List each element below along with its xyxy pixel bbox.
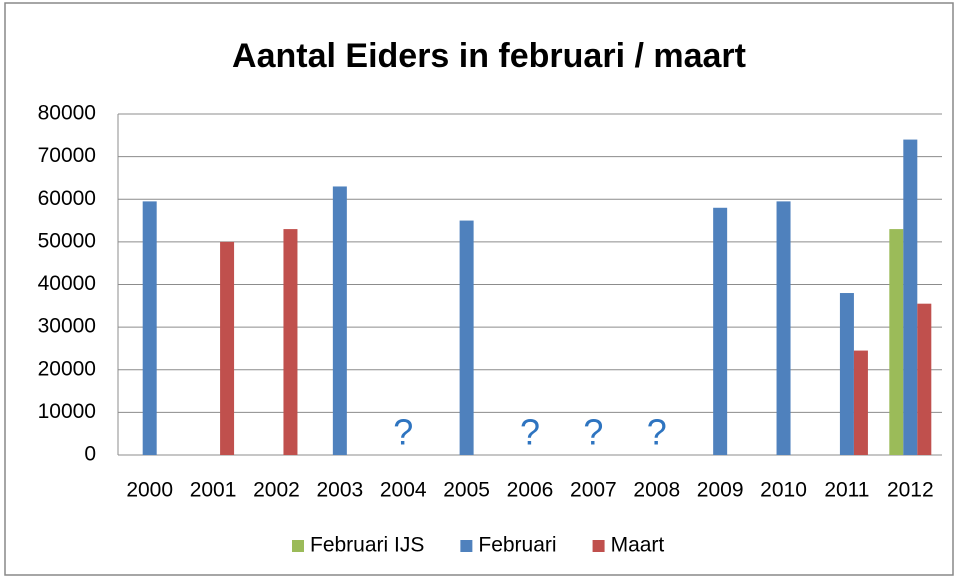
x-tick-label: 2007 xyxy=(570,479,617,502)
x-tick-label: 2011 xyxy=(824,479,869,502)
bar xyxy=(332,186,347,455)
bar xyxy=(903,139,918,455)
annotation: ? xyxy=(583,412,603,453)
y-tick-label: 50000 xyxy=(38,229,96,252)
legend-label: Maart xyxy=(611,534,665,557)
chart-title: Aantal Eiders in februari / maart xyxy=(232,37,746,75)
y-tick-label: 80000 xyxy=(38,102,96,125)
bar xyxy=(713,207,728,455)
x-tick-label: 2003 xyxy=(316,479,363,502)
annotation: ? xyxy=(393,412,413,453)
x-tick-label: 2000 xyxy=(126,479,173,502)
chart-frame xyxy=(4,2,954,576)
bar xyxy=(220,241,235,455)
bar xyxy=(917,303,932,455)
x-tick-label: 2006 xyxy=(507,479,554,502)
annotation: ? xyxy=(520,412,540,453)
legend-label: Februari xyxy=(478,534,556,557)
y-tick-label: 60000 xyxy=(38,187,96,210)
bar xyxy=(853,350,868,455)
bar xyxy=(889,229,904,455)
legend-swatch xyxy=(592,540,605,552)
y-tick-label: 0 xyxy=(84,443,96,466)
bar xyxy=(142,201,157,455)
annotation: ? xyxy=(647,412,667,453)
x-tick-label: 2001 xyxy=(190,479,237,502)
y-tick-label: 40000 xyxy=(38,272,96,295)
y-tick-label: 70000 xyxy=(38,144,96,167)
x-tick-label: 2004 xyxy=(380,479,427,502)
bar xyxy=(776,201,791,455)
legend-swatch xyxy=(460,540,473,552)
x-tick-label: 2009 xyxy=(697,479,744,502)
x-tick-label: 2012 xyxy=(887,479,934,502)
bar xyxy=(459,220,474,455)
y-tick-label: 10000 xyxy=(38,400,96,423)
y-tick-label: 20000 xyxy=(38,357,96,380)
bar xyxy=(283,229,298,455)
x-tick-label: 2008 xyxy=(633,479,680,502)
x-tick-label: 2002 xyxy=(253,479,300,502)
legend-label: Februari IJS xyxy=(310,534,424,557)
x-tick-label: 2010 xyxy=(760,479,807,502)
legend-swatch xyxy=(292,540,304,552)
x-tick-label: 2005 xyxy=(443,479,490,502)
bar xyxy=(839,293,854,455)
y-tick-label: 30000 xyxy=(38,315,96,338)
